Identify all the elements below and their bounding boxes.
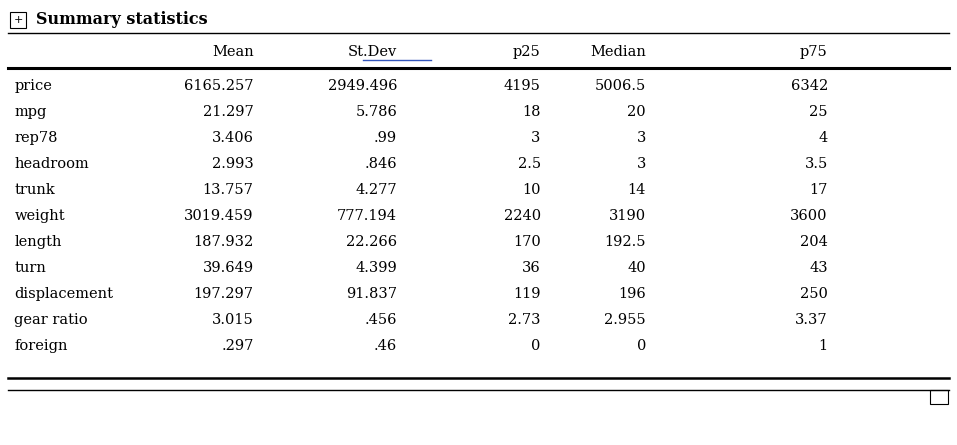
Text: 4.277: 4.277: [356, 183, 397, 197]
Text: 204: 204: [800, 235, 828, 249]
Text: Mean: Mean: [211, 45, 254, 59]
Text: p25: p25: [513, 45, 541, 59]
Text: 4: 4: [818, 131, 828, 145]
Text: 6165.257: 6165.257: [184, 79, 254, 93]
Bar: [10, 12, 26, 28]
Text: length: length: [14, 235, 62, 249]
Text: 14: 14: [628, 183, 646, 197]
Text: displacement: displacement: [14, 287, 113, 301]
Text: 192.5: 192.5: [605, 235, 646, 249]
Text: weight: weight: [14, 209, 65, 223]
Text: 40: 40: [628, 261, 646, 275]
Text: 2.955: 2.955: [605, 313, 646, 327]
Text: 43: 43: [810, 261, 828, 275]
Text: p75: p75: [800, 45, 828, 59]
Text: price: price: [14, 79, 53, 93]
Text: 21.297: 21.297: [203, 105, 254, 119]
Text: 39.649: 39.649: [203, 261, 254, 275]
Text: 5006.5: 5006.5: [594, 79, 646, 93]
Text: 3.015: 3.015: [211, 313, 254, 327]
Text: 187.932: 187.932: [193, 235, 254, 249]
Text: 2.5: 2.5: [518, 157, 541, 171]
Text: 13.757: 13.757: [203, 183, 254, 197]
Text: turn: turn: [14, 261, 46, 275]
Text: 4195: 4195: [503, 79, 541, 93]
Text: 196: 196: [618, 287, 646, 301]
Text: 3: 3: [636, 131, 646, 145]
Text: 197.297: 197.297: [193, 287, 254, 301]
Text: 3: 3: [636, 157, 646, 171]
Text: gear ratio: gear ratio: [14, 313, 88, 327]
Text: 5.786: 5.786: [355, 105, 397, 119]
Text: 2.73: 2.73: [508, 313, 541, 327]
Text: 3019.459: 3019.459: [184, 209, 254, 223]
Text: Median: Median: [590, 45, 646, 59]
Text: 36: 36: [522, 261, 541, 275]
Text: 0: 0: [531, 339, 541, 353]
Text: 250: 250: [800, 287, 828, 301]
Text: 2.993: 2.993: [211, 157, 254, 171]
Text: trunk: trunk: [14, 183, 56, 197]
Text: Summary statistics: Summary statistics: [36, 12, 208, 28]
Text: St.Dev: St.Dev: [348, 45, 397, 59]
Text: 2240: 2240: [503, 209, 541, 223]
Text: 20: 20: [628, 105, 646, 119]
Text: 18: 18: [523, 105, 541, 119]
Text: 6342: 6342: [790, 79, 828, 93]
Text: 91.837: 91.837: [346, 287, 397, 301]
Text: .46: .46: [374, 339, 397, 353]
Text: 22.266: 22.266: [346, 235, 397, 249]
Text: .99: .99: [374, 131, 397, 145]
Text: foreign: foreign: [14, 339, 68, 353]
Text: .456: .456: [365, 313, 397, 327]
Text: 119: 119: [513, 287, 541, 301]
Text: 3600: 3600: [790, 209, 828, 223]
Text: 3.406: 3.406: [211, 131, 254, 145]
Text: .846: .846: [365, 157, 397, 171]
Text: 3: 3: [531, 131, 541, 145]
Text: 25: 25: [810, 105, 828, 119]
Text: +: +: [13, 15, 23, 25]
Text: 4.399: 4.399: [355, 261, 397, 275]
Text: 2949.496: 2949.496: [327, 79, 397, 93]
Text: 1: 1: [818, 339, 828, 353]
Text: headroom: headroom: [14, 157, 89, 171]
Text: 777.194: 777.194: [337, 209, 397, 223]
Text: 17: 17: [810, 183, 828, 197]
Text: 3.5: 3.5: [805, 157, 828, 171]
Text: 10: 10: [523, 183, 541, 197]
Text: mpg: mpg: [14, 105, 47, 119]
Text: .297: .297: [221, 339, 254, 353]
Text: 170: 170: [513, 235, 541, 249]
Text: 0: 0: [636, 339, 646, 353]
Text: rep78: rep78: [14, 131, 57, 145]
Text: 3.37: 3.37: [795, 313, 828, 327]
Bar: [930, 390, 948, 404]
Text: 3190: 3190: [609, 209, 646, 223]
